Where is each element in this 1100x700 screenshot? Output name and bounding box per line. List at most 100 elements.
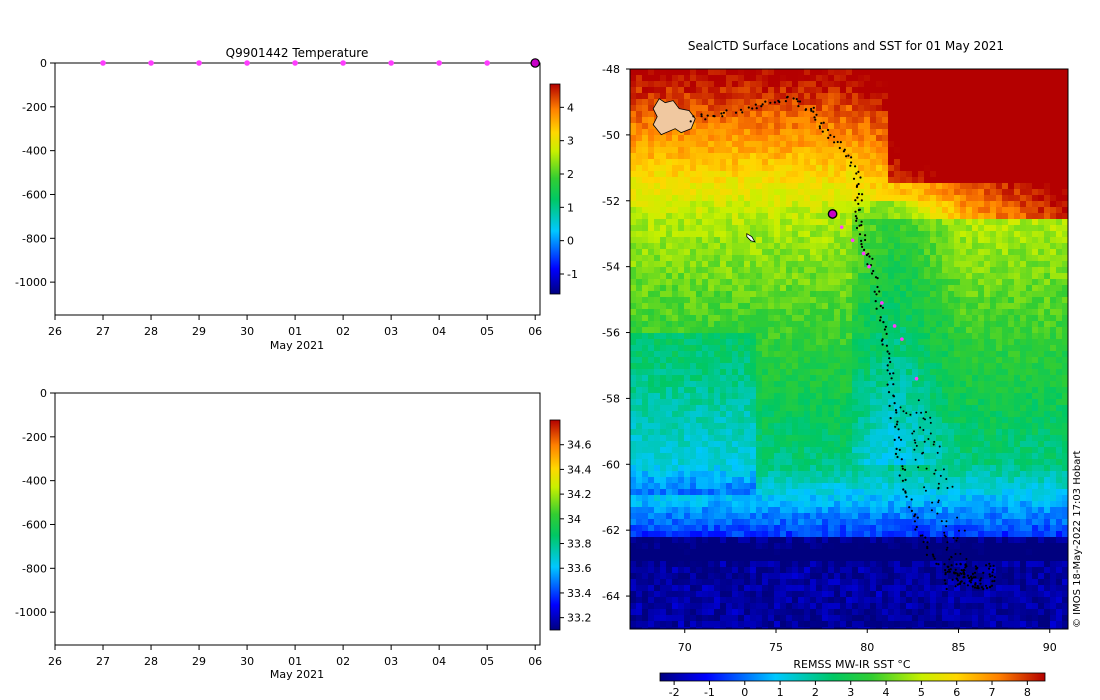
sst-cell [732,87,739,94]
sst-cell [804,81,811,88]
sst-cell [702,129,709,136]
sst-cell [966,87,973,94]
sst-cell [702,99,709,106]
sst-cell [648,69,655,76]
sst-cell [642,159,649,166]
sst-cell [828,159,835,166]
sst-cell [894,135,901,142]
sst-cell [636,81,643,88]
sst-cell [726,165,733,172]
x-tick-label: 26 [48,655,62,668]
sst-cell [636,75,643,82]
sst-cell [876,117,883,124]
sst-cell [684,129,691,136]
sst-cell [810,141,817,148]
temperature-y-axis: 0 -200 -400 -600 -800 -1000 [15,57,55,289]
sst-cell [960,165,967,172]
sst-cell [786,147,793,154]
sst-cell [1056,75,1063,82]
colorbar-tick-label: 33.6 [567,562,592,575]
sst-cell [918,87,925,94]
sst-cell [942,165,949,172]
sst-cell [678,147,685,154]
sst-cell [768,69,775,76]
sst-cell [918,153,925,160]
sst-cell [978,141,985,148]
sst-cell [738,105,745,112]
sst-cell [822,105,829,112]
sst-cell [1038,135,1045,142]
sst-cell [840,99,847,106]
sst-cell [1008,153,1015,160]
sst-cell [972,69,979,76]
sst-cell [648,105,655,112]
sst-cell [1056,159,1063,166]
sst-cell [996,117,1003,124]
sst-cell [666,165,673,172]
sst-cell [708,141,715,148]
sst-cell [642,141,649,148]
sst-cell [792,159,799,166]
sst-cell [720,81,727,88]
sst-cell [792,93,799,100]
sst-cell [780,99,787,106]
sst-cell [846,93,853,100]
sst-cell [876,81,883,88]
sst-cell [858,69,865,76]
sst-cell [948,135,955,142]
sst-cell [702,75,709,82]
sst-cell [774,135,781,142]
sst-cell [720,99,727,106]
sst-cell [648,141,655,148]
sst-cell [1014,123,1021,130]
sst-cell [1020,99,1027,106]
sst-cell [1056,99,1063,106]
sst-cell [1008,141,1015,148]
sst-cell [630,105,637,112]
sst-cell [726,129,733,136]
sst-cell [702,87,709,94]
sst-cell [840,135,847,142]
sst-cell [846,81,853,88]
sst-cell [1038,129,1045,136]
sst-cell [648,123,655,130]
sst-cell [1044,93,1051,100]
sst-cell [786,123,793,130]
sst-cell [762,93,769,100]
sst-cell [762,69,769,76]
y-tick-label: -800 [22,562,47,575]
sst-cell [738,69,745,76]
sst-cell [642,81,649,88]
sst-cell [840,117,847,124]
sst-cell [714,69,721,76]
sst-cell [912,105,919,112]
sst-cell [1044,135,1051,142]
sst-cell [1044,99,1051,106]
profile-marker [388,60,394,66]
sst-cell [780,135,787,142]
sst-cell [834,129,841,136]
sst-cell [780,123,787,130]
sst-cell [684,99,691,106]
sst-cell [888,153,895,160]
sst-cell [768,93,775,100]
sst-cell [972,117,979,124]
sst-cell [630,159,637,166]
sst-cell [966,147,973,154]
sst-cell [768,123,775,130]
sst-cell [816,147,823,154]
sst-cell [780,129,787,136]
y-tick-label: -200 [22,431,47,444]
x-tick-label: 30 [240,325,254,338]
sst-cell [1038,117,1045,124]
sst-cell [732,111,739,118]
sst-cell [774,117,781,124]
sst-cell [630,69,637,76]
sst-cell [666,81,673,88]
profile-marker [100,60,106,66]
sst-map-panel: SealCTD Surface Locations and SST for 01… [602,39,1083,699]
sst-cell [966,93,973,100]
x-tick-label: 06 [528,655,542,668]
y-tick-label: -400 [22,475,47,488]
sst-cell [1032,111,1039,118]
